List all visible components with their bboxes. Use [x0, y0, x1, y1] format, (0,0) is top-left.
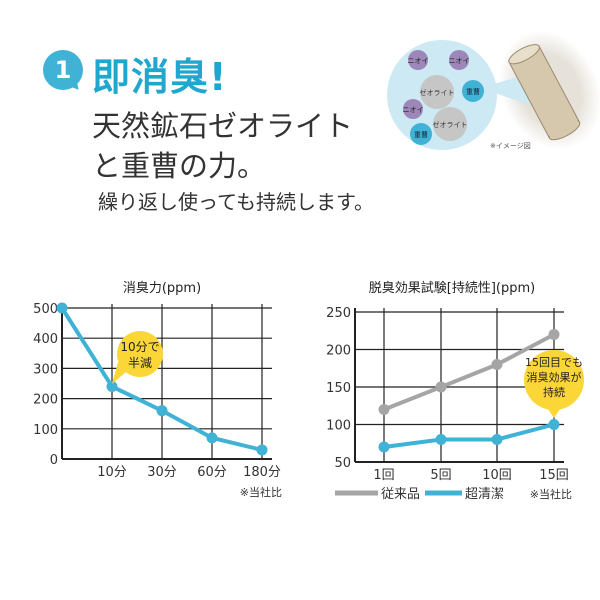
x-tick-label: 1回: [373, 468, 394, 483]
callout-text: 10分で: [120, 340, 159, 354]
x-tick-label: 60分: [197, 465, 227, 480]
data-point: [378, 441, 390, 453]
chart-note: ※当社比: [530, 487, 572, 501]
data-point: [491, 434, 503, 445]
x-tick-label: 15回: [539, 468, 569, 483]
legend: 従来品 超清潔: [335, 487, 504, 502]
baking-soda-particle: [410, 123, 432, 145]
chart-2: 脱臭効果試験[持続性](ppm) 50 100 150 200 250 1回 5回 10回 15回…: [326, 280, 584, 502]
data-point: [435, 381, 447, 393]
odor-particle: [408, 50, 428, 70]
x-tick-label: 180分: [243, 465, 281, 480]
zeolite-particle: [420, 75, 454, 109]
y-tick-label: 300: [33, 362, 58, 377]
x-tick-label: 30分: [147, 465, 177, 480]
zoom-pointer: [480, 75, 530, 105]
y-tick-label: 150: [326, 381, 351, 396]
chart-note: ※当社比: [240, 485, 282, 499]
data-point: [548, 419, 560, 430]
chart-title: 消臭力(ppm): [123, 281, 201, 296]
data-point: [378, 404, 390, 415]
y-tick-label: 100: [33, 423, 58, 438]
legend-label: 従来品: [381, 487, 420, 502]
y-tick-label: 100: [326, 419, 351, 434]
chart-1: 消臭力(ppm) 0 100 200 300 400 500 10分 30分 60分 180分 10分…: [33, 281, 282, 499]
illustration-caption: ※イメージ図: [490, 142, 531, 150]
baking-soda-particle: [462, 80, 484, 102]
y-tick-label: 0: [50, 453, 58, 468]
data-point: [56, 302, 68, 314]
callout-text: 半減: [128, 355, 152, 370]
zeolite-illustration: ゼオライト ゼオライト ニオイ ニオイ ニオイ 重曹 重曹 ※イメージ図: [387, 30, 600, 150]
callout-tail: [112, 362, 126, 384]
y-tick-label: 50: [334, 456, 351, 471]
data-point: [548, 329, 560, 340]
baking-soda-label: 重曹: [414, 130, 428, 139]
y-tick-label: 200: [326, 344, 351, 359]
odor-label: ニオイ: [403, 106, 424, 114]
odor-particle: [449, 50, 469, 70]
callout-text: 持続: [543, 385, 565, 399]
data-point: [156, 405, 168, 417]
y-tick-label: 400: [33, 332, 58, 347]
data-point: [435, 434, 447, 445]
odor-label: ニオイ: [408, 57, 429, 65]
x-tick-label: 10回: [482, 468, 512, 483]
x-tick-label: 5回: [430, 468, 451, 483]
subtitle-line-1: 天然鉱石ゼオライト: [92, 109, 354, 143]
data-point: [206, 432, 218, 444]
baking-soda-label: 重曹: [466, 87, 480, 96]
callout-bubble: [524, 350, 584, 410]
zeolite-cylinder: [508, 44, 581, 141]
series-line: [383, 332, 555, 412]
y-tick-label: 200: [33, 393, 58, 408]
zeolite-label: ゼオライト: [420, 88, 455, 97]
odor-label: ニオイ: [449, 57, 470, 65]
zeolite-label: ゼオライト: [433, 120, 468, 129]
number-badge: 1: [43, 50, 83, 90]
y-tick-label: 250: [326, 306, 351, 321]
data-point: [106, 381, 118, 393]
subtitle-line-2: と重曹の力。: [92, 149, 267, 183]
x-tick-label: 10分: [97, 465, 127, 480]
callout-text: 消臭効果が: [527, 370, 582, 384]
chart-title: 脱臭効果試験[持続性](ppm): [369, 280, 535, 296]
headline: 即消臭!: [92, 55, 228, 99]
tagline: 繰り返し使っても持続します。: [98, 190, 374, 214]
legend-label: 超清潔: [465, 487, 504, 502]
odor-particle: [403, 99, 423, 119]
series-line: [383, 422, 555, 449]
data-point: [491, 359, 503, 370]
callout-bubble: [117, 331, 163, 377]
data-point: [256, 444, 268, 456]
y-tick-label: 500: [33, 302, 58, 317]
zeolite-particle: [433, 107, 467, 141]
callout-tail: [546, 406, 562, 418]
callout-text: 15回目でも: [525, 356, 583, 369]
